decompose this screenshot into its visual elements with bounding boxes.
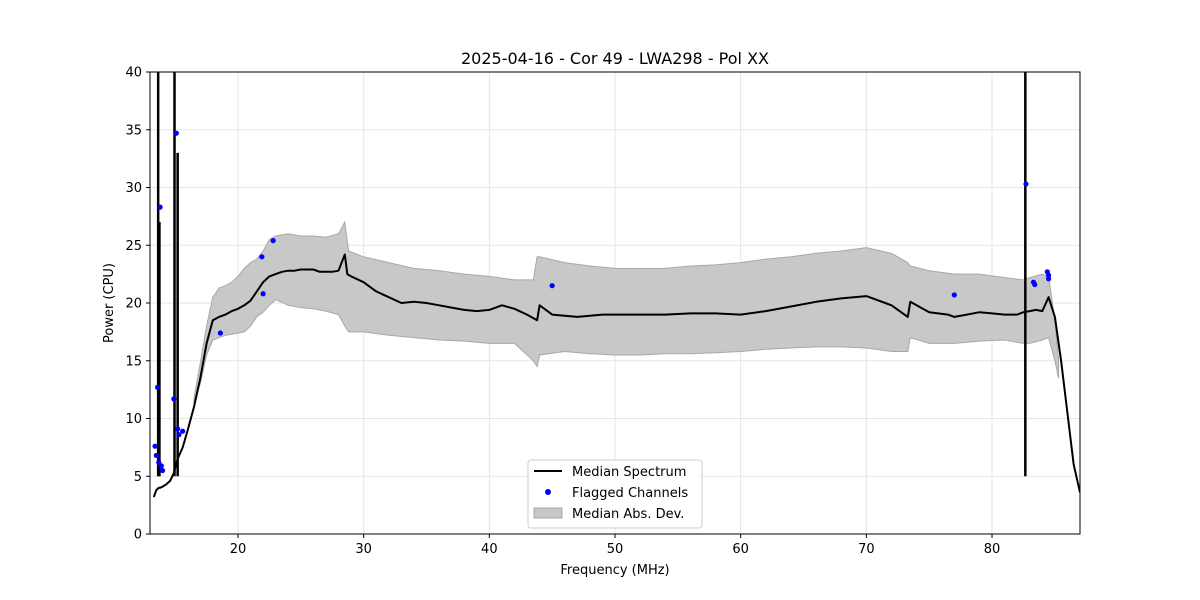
y-tick-label: 15 [125,354,142,369]
flagged-channel-point [173,130,179,136]
flagged-channel-point [175,426,181,432]
chart-title: 2025-04-16 - Cor 49 - LWA298 - Pol XX [461,49,769,68]
y-tick-label: 35 [125,123,142,138]
legend-flagged-label: Flagged Channels [572,486,688,501]
flagged-channel-point [270,238,276,244]
flagged-channel-point [951,292,957,298]
y-tick-label: 0 [134,528,142,543]
x-tick-label: 30 [355,542,372,557]
x-tick-label: 50 [607,542,624,557]
flagged-channel-point [1023,181,1029,187]
flagged-channel-point [180,428,186,434]
legend-box [527,459,703,529]
legend: Median Spectrum Flagged Channels Median … [527,459,703,529]
y-tick-label: 25 [125,239,142,254]
flagged-channel-point [217,330,223,336]
x-axis-label: Frequency (MHz) [560,563,669,578]
flagged-channel-point [153,452,159,459]
plot-layer [152,72,1080,498]
x-tick-label: 60 [732,542,749,557]
flagged-channel-point [152,443,158,449]
flagged-channel-point [549,283,555,289]
legend-mad-swatch [533,507,563,519]
flagged-channel-point [1045,276,1052,282]
mad-band [193,220,1060,404]
x-tick-label: 20 [230,542,247,557]
median-spectrum-line [152,253,1080,498]
y-tick-label: 20 [125,297,142,312]
legend-mad-label: Median Abs. Dev. [572,507,684,522]
flagged-channel-point [171,396,177,402]
flagged-channel-point [158,463,164,469]
y-axis-label: Power (CPU) [102,263,117,343]
flagged-channel-point [1032,281,1038,288]
y-tick-label: 40 [125,66,142,81]
ticks-layer: 20 30 40 50 60 70 80 0 5 10 15 20 25 30 35 40 [125,66,1000,558]
x-tick-label: 70 [858,542,875,557]
x-tick-label: 80 [984,542,1001,557]
legend-median-label: Median Spectrum [572,465,686,480]
flagged-channel-point [154,384,161,390]
flagged-channel-point [157,204,163,210]
y-tick-label: 30 [125,181,142,196]
x-tick-label: 40 [481,542,498,557]
y-tick-label: 5 [134,470,142,485]
flagged-channel-point [159,467,166,474]
flagged-channel-point [259,254,265,260]
flagged-channel-point [176,432,182,438]
y-tick-label: 10 [125,412,142,427]
legend-flagged-marker [545,489,551,495]
flagged-channel-point [260,291,266,297]
